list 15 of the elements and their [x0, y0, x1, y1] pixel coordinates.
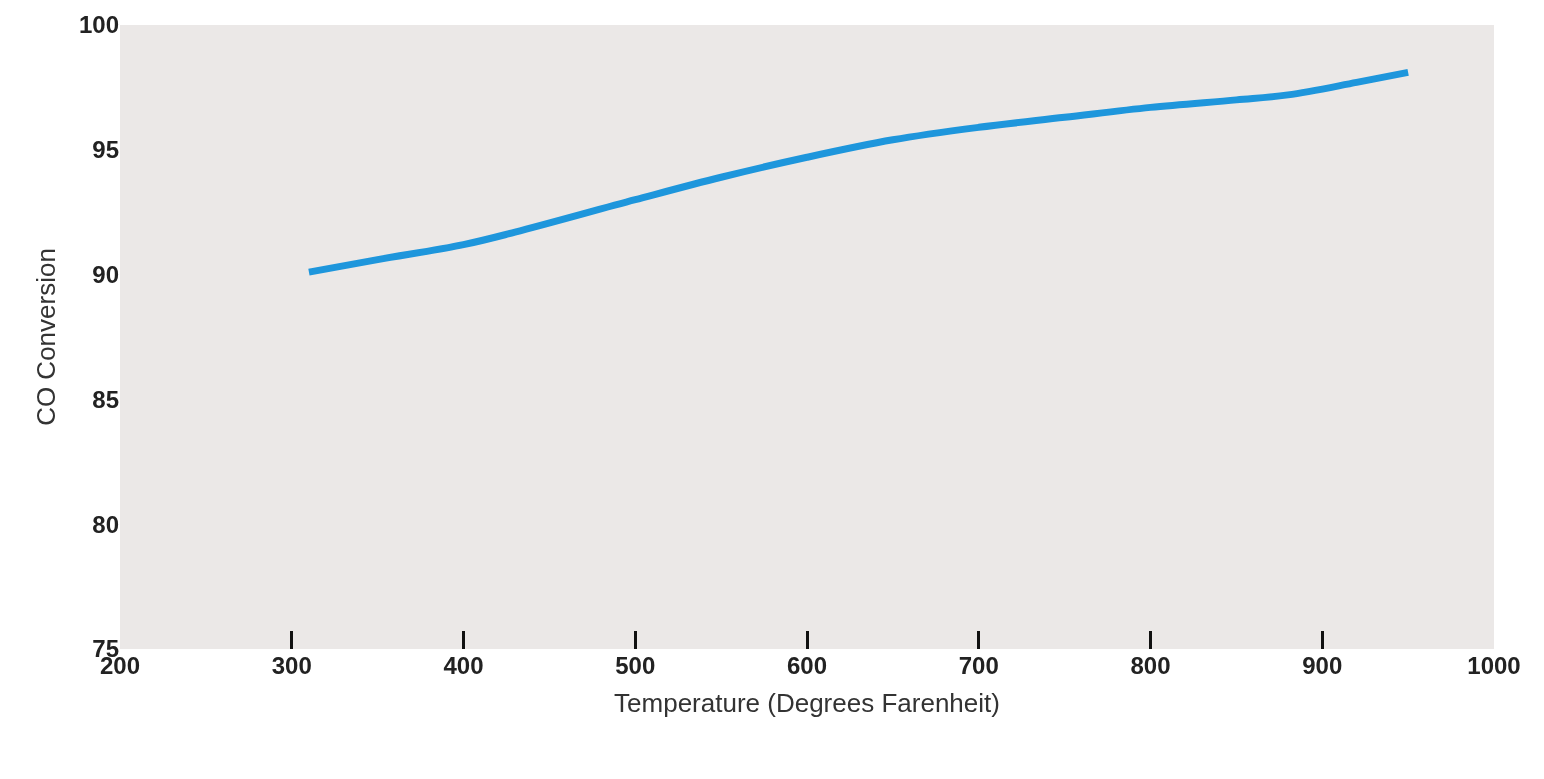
x-tick-label: 800 [1130, 652, 1171, 679]
y-tick-label: 100 [78, 11, 119, 39]
x-tick-label: 900 [1302, 652, 1343, 679]
x-tick-label: 600 [786, 652, 828, 679]
x-tick-label: 1000 [1467, 652, 1521, 679]
x-tick-label: 400 [443, 652, 484, 679]
y-tick-label: 85 [92, 385, 119, 413]
y-axis-title: CO Conversion [31, 248, 62, 426]
y-tick-label: 90 [92, 261, 119, 288]
y-tick-label: 95 [92, 136, 119, 164]
y-tick-label: 80 [92, 510, 119, 538]
x-tick-label: 700 [958, 652, 999, 679]
x-axis-title: Temperature (Degrees Farenheit) [614, 687, 1000, 718]
x-tick-label: 300 [271, 652, 312, 679]
x-tick-label: 500 [615, 652, 656, 679]
